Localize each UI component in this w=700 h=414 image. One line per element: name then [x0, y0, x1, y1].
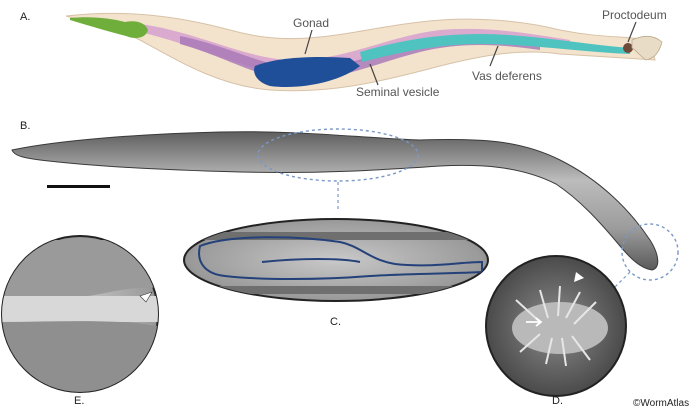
panel-e-letter: E. — [74, 395, 84, 407]
copyright-credit: ©WormAtlas — [633, 398, 689, 409]
proctodeum-label: Proctodeum — [602, 8, 667, 22]
vas-deferens — [360, 34, 630, 62]
panel-a-schematic: A. Gonad Seminal vesicle Vas deferens Pr… — [20, 8, 667, 99]
proctodeum — [623, 43, 633, 53]
panel-d-letter: D. — [552, 395, 563, 407]
vas-deferens-pointer — [489, 45, 499, 67]
scale-bar — [47, 185, 110, 188]
proctodeum-pointer — [627, 21, 637, 43]
gonad-inner-outline — [261, 258, 361, 263]
tail-fan — [631, 36, 663, 61]
panel-a-letter: A. — [20, 11, 30, 23]
panel-c-letter: C. — [330, 316, 341, 328]
seminal-vesicle-label: Seminal vesicle — [356, 85, 440, 99]
panel-d-zoom: D. — [485, 255, 627, 407]
panel-c-zoom: C. — [183, 218, 489, 328]
arrow-icon — [526, 317, 543, 327]
panel-e-zoom: E. — [1, 235, 159, 407]
zoom-connector-d — [611, 271, 631, 291]
vas-deferens-label: Vas deferens — [472, 69, 542, 83]
gonad-blue — [254, 56, 360, 88]
panel-b-letter: B. — [20, 120, 30, 132]
zoom-region-c — [257, 128, 419, 182]
panel-b-micrograph: B. — [11, 120, 679, 291]
panel-e-lower-tissue — [2, 321, 158, 392]
gonad-label: Gonad — [293, 16, 329, 30]
worm-body — [11, 131, 659, 271]
panel-c-top-edge — [184, 232, 488, 240]
gonad-pointer — [304, 29, 313, 55]
panel-c-bottom-edge — [184, 286, 488, 294]
panel-e-upper-tissue — [2, 240, 158, 299]
panel-e-gap — [2, 296, 158, 322]
arrowhead-icon — [574, 272, 584, 282]
seminal-vesicle-pointer — [369, 63, 379, 86]
zoom-region-d — [621, 223, 679, 281]
pharynx — [70, 17, 148, 38]
arrowhead-icon — [139, 291, 153, 303]
